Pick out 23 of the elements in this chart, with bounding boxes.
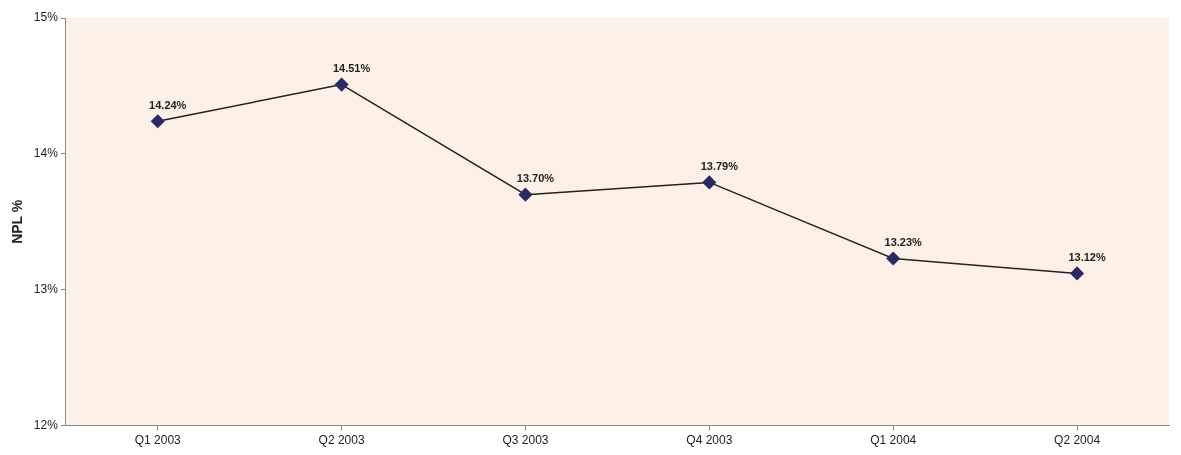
y-tick-label: 15%: [33, 10, 59, 25]
point: [518, 187, 533, 202]
data-label: 14.51%: [332, 62, 371, 75]
data-label: 13.70%: [516, 172, 555, 185]
y-tick-label: 14%: [33, 146, 59, 161]
y-axis-title: NPL %: [9, 199, 26, 244]
point: [151, 114, 165, 129]
point: [702, 175, 717, 190]
x-tick-label: Q1 2004: [870, 433, 917, 448]
point: [1070, 266, 1084, 281]
data-label: 13.23%: [884, 236, 923, 249]
point: [886, 251, 900, 266]
x-tick-label: Q4 2003: [686, 433, 733, 448]
x-tick-label: Q2 2004: [1054, 433, 1101, 448]
data-label: 13.79%: [700, 159, 739, 172]
data-label: 13.12%: [1068, 250, 1106, 263]
x-tick-label: Q2 2003: [318, 433, 365, 448]
x-tick-label: Q3 2003: [502, 433, 549, 448]
data-label: 14.24%: [149, 98, 187, 111]
point: [334, 77, 349, 92]
x-tick-label: Q1 2003: [134, 433, 182, 448]
y-tick-label: 13%: [33, 282, 59, 297]
y-tick-label: 12%: [33, 417, 59, 432]
